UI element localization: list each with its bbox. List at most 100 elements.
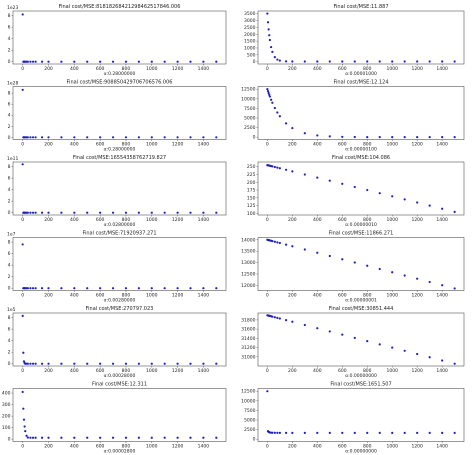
point <box>24 430 27 433</box>
chart-title: Final cost/MSE:12.124 <box>334 80 389 86</box>
point <box>403 198 406 201</box>
y-tick-label: 6 <box>8 176 11 182</box>
point <box>273 56 276 59</box>
point <box>278 59 281 62</box>
point <box>441 207 444 210</box>
x-tick-label: 200 <box>44 142 53 148</box>
point <box>202 287 205 290</box>
y-tick-label: 3000 <box>244 18 256 24</box>
point <box>60 436 63 439</box>
x-axis-label: α:0.00002800 <box>104 449 136 455</box>
y-tick-label: 4 <box>8 263 11 269</box>
point <box>111 436 115 439</box>
point <box>163 60 166 63</box>
point <box>150 136 153 139</box>
point <box>341 135 344 138</box>
y-tick-label: 200 <box>247 180 256 186</box>
plot-frame <box>257 10 465 65</box>
point <box>353 261 356 264</box>
plot-frame <box>12 10 227 65</box>
point <box>99 211 102 214</box>
point <box>416 60 419 63</box>
point <box>202 436 205 439</box>
y-tick-label: 4 <box>8 338 11 344</box>
x-tick-label: 1200 <box>172 293 184 299</box>
y-tick-label: 2000 <box>244 32 256 38</box>
point <box>137 136 140 139</box>
point <box>21 88 24 91</box>
point <box>29 60 32 63</box>
point <box>266 21 270 24</box>
point <box>366 60 369 63</box>
point <box>137 211 140 214</box>
x-tick-label: 1400 <box>198 217 210 223</box>
x-tick-label: 400 <box>70 142 79 148</box>
point <box>26 362 29 365</box>
y-tick-label: 0 <box>8 286 11 292</box>
x-axis-label: α:0.02800000 <box>104 222 136 228</box>
x-tick-label: 400 <box>70 217 79 223</box>
y-tick-label: 8 <box>8 240 11 246</box>
point <box>278 115 281 118</box>
x-tick-label: 1400 <box>198 66 210 72</box>
y-tick-label: 300 <box>2 402 11 408</box>
point <box>40 362 44 365</box>
point <box>31 436 35 439</box>
point <box>26 136 29 139</box>
x-tick-label: 1000 <box>146 66 158 72</box>
x-tick-label: 1200 <box>411 293 423 299</box>
x-tick-label: 1400 <box>436 444 448 450</box>
plot-frame <box>257 237 465 291</box>
point <box>276 111 279 114</box>
point <box>271 101 274 104</box>
point <box>47 136 50 139</box>
point <box>378 192 381 195</box>
x-tick-label: 600 <box>338 293 347 299</box>
point <box>284 243 288 246</box>
y-tick-label: 6 <box>8 102 11 108</box>
point <box>189 287 192 290</box>
point <box>353 336 356 339</box>
point <box>137 362 140 365</box>
point <box>316 176 319 179</box>
y-tick-label: 100 <box>2 425 11 431</box>
x-tick-label: 1000 <box>146 368 158 374</box>
y-tick-label: 12500 <box>241 87 255 93</box>
point <box>316 431 319 434</box>
x-tick-label: 1400 <box>436 142 448 148</box>
point <box>150 211 153 214</box>
point <box>303 323 306 327</box>
offset-label: 1e5 <box>7 307 16 313</box>
point <box>23 425 26 428</box>
y-tick-label: 14000 <box>241 237 255 243</box>
point <box>428 280 431 284</box>
point <box>453 287 456 290</box>
y-tick-label: 10000 <box>241 398 255 404</box>
point <box>270 45 273 49</box>
point <box>47 362 50 365</box>
point <box>189 436 192 439</box>
x-tick-label: 0 <box>266 444 269 450</box>
point <box>428 431 431 434</box>
point <box>34 436 37 439</box>
point <box>441 359 444 362</box>
y-tick-label: 13000 <box>241 260 255 266</box>
point <box>40 287 44 290</box>
point <box>86 436 89 439</box>
x-tick-label: 0 <box>21 66 24 72</box>
point <box>124 211 128 214</box>
point <box>391 271 394 274</box>
x-tick-label: 0 <box>266 217 269 223</box>
y-tick-label: 2 <box>8 199 11 205</box>
point <box>353 60 356 63</box>
y-tick-label: 0 <box>8 210 11 216</box>
plot-frame <box>12 86 227 140</box>
y-tick-label: 7500 <box>244 106 256 112</box>
point <box>124 287 128 290</box>
x-tick-label: 1200 <box>411 66 423 72</box>
plot-frame <box>12 388 227 442</box>
point <box>99 287 102 290</box>
point <box>378 431 381 434</box>
point <box>278 167 281 170</box>
x-tick-label: 600 <box>96 142 105 148</box>
